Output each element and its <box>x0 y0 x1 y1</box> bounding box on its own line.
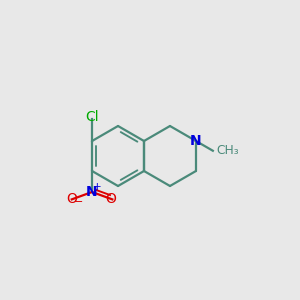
Text: O: O <box>66 192 77 206</box>
Text: N: N <box>190 134 202 148</box>
Text: N: N <box>86 185 98 199</box>
Text: +: + <box>93 182 102 192</box>
Text: −: − <box>74 197 83 207</box>
Text: CH₃: CH₃ <box>216 144 239 157</box>
Text: Cl: Cl <box>85 110 99 124</box>
Text: O: O <box>105 192 116 206</box>
